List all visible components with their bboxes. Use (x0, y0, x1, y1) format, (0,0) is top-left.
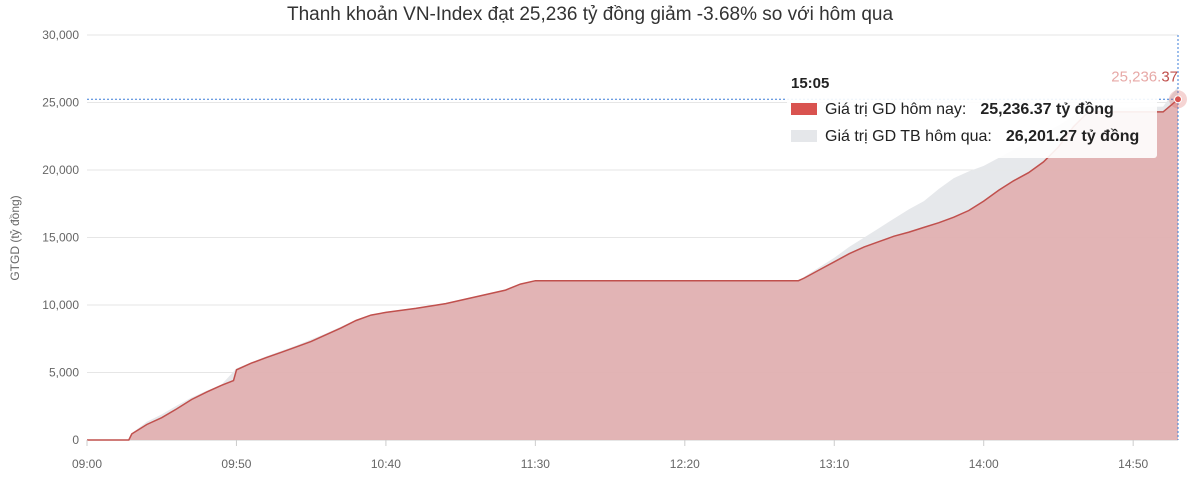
x-tick-label: 12:20 (670, 457, 700, 471)
series-area-today (87, 99, 1178, 441)
series-line-today (87, 98, 1179, 441)
x-tick-label: 11:30 (521, 457, 550, 471)
tooltip-row-label: Giá trị GD hôm nay: (825, 101, 966, 118)
x-tick-label: 14:50 (1118, 457, 1148, 471)
end-value-tail: 37 (1161, 68, 1178, 85)
x-tick-label: 13:10 (819, 457, 849, 471)
end-value-text: 25,236.37 (1111, 68, 1178, 85)
y-tick-label: 25,000 (42, 96, 79, 110)
tooltip-swatch (791, 130, 817, 142)
series-area-yesterday (87, 86, 1178, 441)
y-tick-label: 10,000 (42, 298, 79, 312)
y-tick-label: 20,000 (42, 163, 79, 177)
tooltip-row-value: 26,201.27 tỷ đồng (1006, 128, 1139, 145)
x-axis: 09:00 09:50 10:40 11:30 12:20 13:10 14:00 14:50 (72, 440, 1149, 471)
series-layer (87, 86, 1179, 441)
end-value-label: 25,236.37 (1111, 68, 1178, 85)
y-tick-label: 30,000 (42, 28, 79, 42)
x-tick-label: 09:00 (72, 457, 102, 471)
end-value-main: 25,236. (1111, 68, 1161, 85)
tooltip: 15:05 Giá trị GD hôm nay: 25,236.37 tỷ đồn… (787, 64, 1157, 158)
hover-point (1174, 95, 1182, 104)
y-tick-label: 0 (72, 433, 79, 447)
y-axis: 0 5,000 10,000 15,000 20,000 25,000 30,000 (42, 28, 79, 447)
tooltip-row-value: 25,236.37 tỷ đồng (980, 101, 1113, 118)
x-tick-label: 10:40 (371, 457, 401, 471)
tooltip-box (787, 64, 1157, 158)
x-tick-label: 09:50 (221, 457, 251, 471)
tooltip-swatch (791, 103, 817, 115)
y-tick-label: 5,000 (49, 366, 79, 380)
tooltip-row-label: Giá trị GD TB hôm qua: (825, 128, 992, 145)
x-tick-label: 14:00 (969, 457, 999, 471)
y-tick-label: 15,000 (42, 231, 79, 245)
chart-title: Thanh khoản VN-Index đạt 25,236 tỷ đồng … (287, 4, 893, 25)
y-axis-label: GTGD (tỷ đồng) (8, 195, 22, 280)
tooltip-time: 15:05 (791, 75, 829, 92)
